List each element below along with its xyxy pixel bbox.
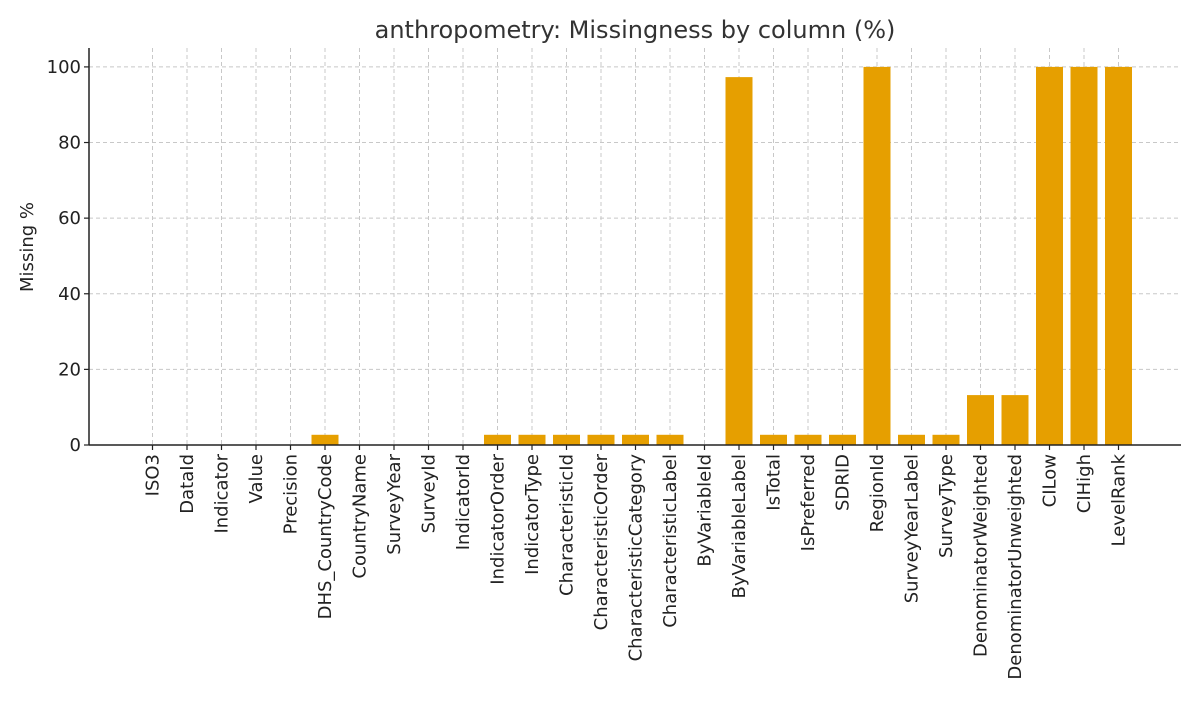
x-tick-label: IsPreferred <box>798 454 819 551</box>
x-tick-label: SurveyYearLabel <box>902 454 923 603</box>
bar <box>1036 66 1063 446</box>
x-tick-label: SurveyType <box>936 454 957 558</box>
x-tick-label: ISO3 <box>143 454 164 496</box>
bar <box>932 434 960 445</box>
x-tick-label: DHS_CountryCode <box>315 454 336 619</box>
x-tick-label: Indicator <box>212 453 233 533</box>
x-tick-label: IndicatorType <box>522 454 543 575</box>
x-tick-label: Value <box>246 454 267 503</box>
bar <box>1070 66 1098 446</box>
x-tick-label: CILow <box>1040 454 1061 507</box>
x-tick-label: IsTotal <box>764 454 785 511</box>
bar <box>311 434 339 445</box>
bar <box>1105 66 1132 446</box>
bar <box>863 66 891 446</box>
x-tick-label: CountryName <box>350 454 371 579</box>
bar <box>794 434 822 445</box>
bar <box>656 434 684 445</box>
x-tick-label: CIHigh <box>1074 454 1095 513</box>
y-axis-label: Missing % <box>17 202 38 292</box>
bar <box>518 434 546 445</box>
bar <box>967 395 994 445</box>
x-tick-label: ByVariableId <box>695 454 716 567</box>
y-tick-label: 100 <box>47 57 81 78</box>
y-tick-label: 60 <box>58 208 81 229</box>
grid-layer <box>89 48 1181 445</box>
x-tick-label: CharacteristicCategory <box>626 454 647 662</box>
bar <box>484 434 511 445</box>
x-tick-label: Precision <box>281 454 302 534</box>
x-tick-label: DenominatorWeighted <box>971 454 992 657</box>
y-tick-label: 20 <box>58 359 81 380</box>
x-tick-label: SurveyId <box>419 454 440 533</box>
x-tick-label: IndicatorOrder <box>488 453 509 584</box>
x-tick-label: LevelRank <box>1109 453 1130 546</box>
bar <box>725 77 753 445</box>
y-tick-label: 80 <box>58 133 81 154</box>
bar <box>553 434 580 445</box>
x-ticks-layer: ISO3 DataId Indicator Value Precision DHS_Cou… <box>143 445 1130 680</box>
bar <box>1001 395 1029 445</box>
x-tick-label: SDRID <box>833 454 854 511</box>
x-tick-label: CharacteristicOrder <box>591 453 612 630</box>
x-tick-label: SurveyYear <box>384 453 405 554</box>
chart-title: anthropometry: Missingness by column (%) <box>375 16 896 44</box>
bars-layer <box>311 66 1132 446</box>
x-tick-label: CharacteristicId <box>557 454 578 596</box>
bar <box>829 434 856 445</box>
x-tick-label: DataId <box>177 454 198 514</box>
bar <box>760 434 787 445</box>
y-tick-label: 0 <box>70 435 81 456</box>
y-ticks-layer: 0 20 40 60 80 100 <box>47 57 89 456</box>
x-tick-label: RegionId <box>867 454 888 532</box>
x-tick-label: CharacteristicLabel <box>660 454 681 628</box>
bar <box>898 434 925 445</box>
y-tick-label: 40 <box>58 284 81 305</box>
bar <box>587 434 615 445</box>
x-tick-label: IndicatorId <box>453 454 474 550</box>
bar <box>622 434 649 445</box>
x-tick-label: DenominatorUnweighted <box>1005 454 1026 680</box>
x-tick-label: ByVariableLabel <box>729 454 750 598</box>
